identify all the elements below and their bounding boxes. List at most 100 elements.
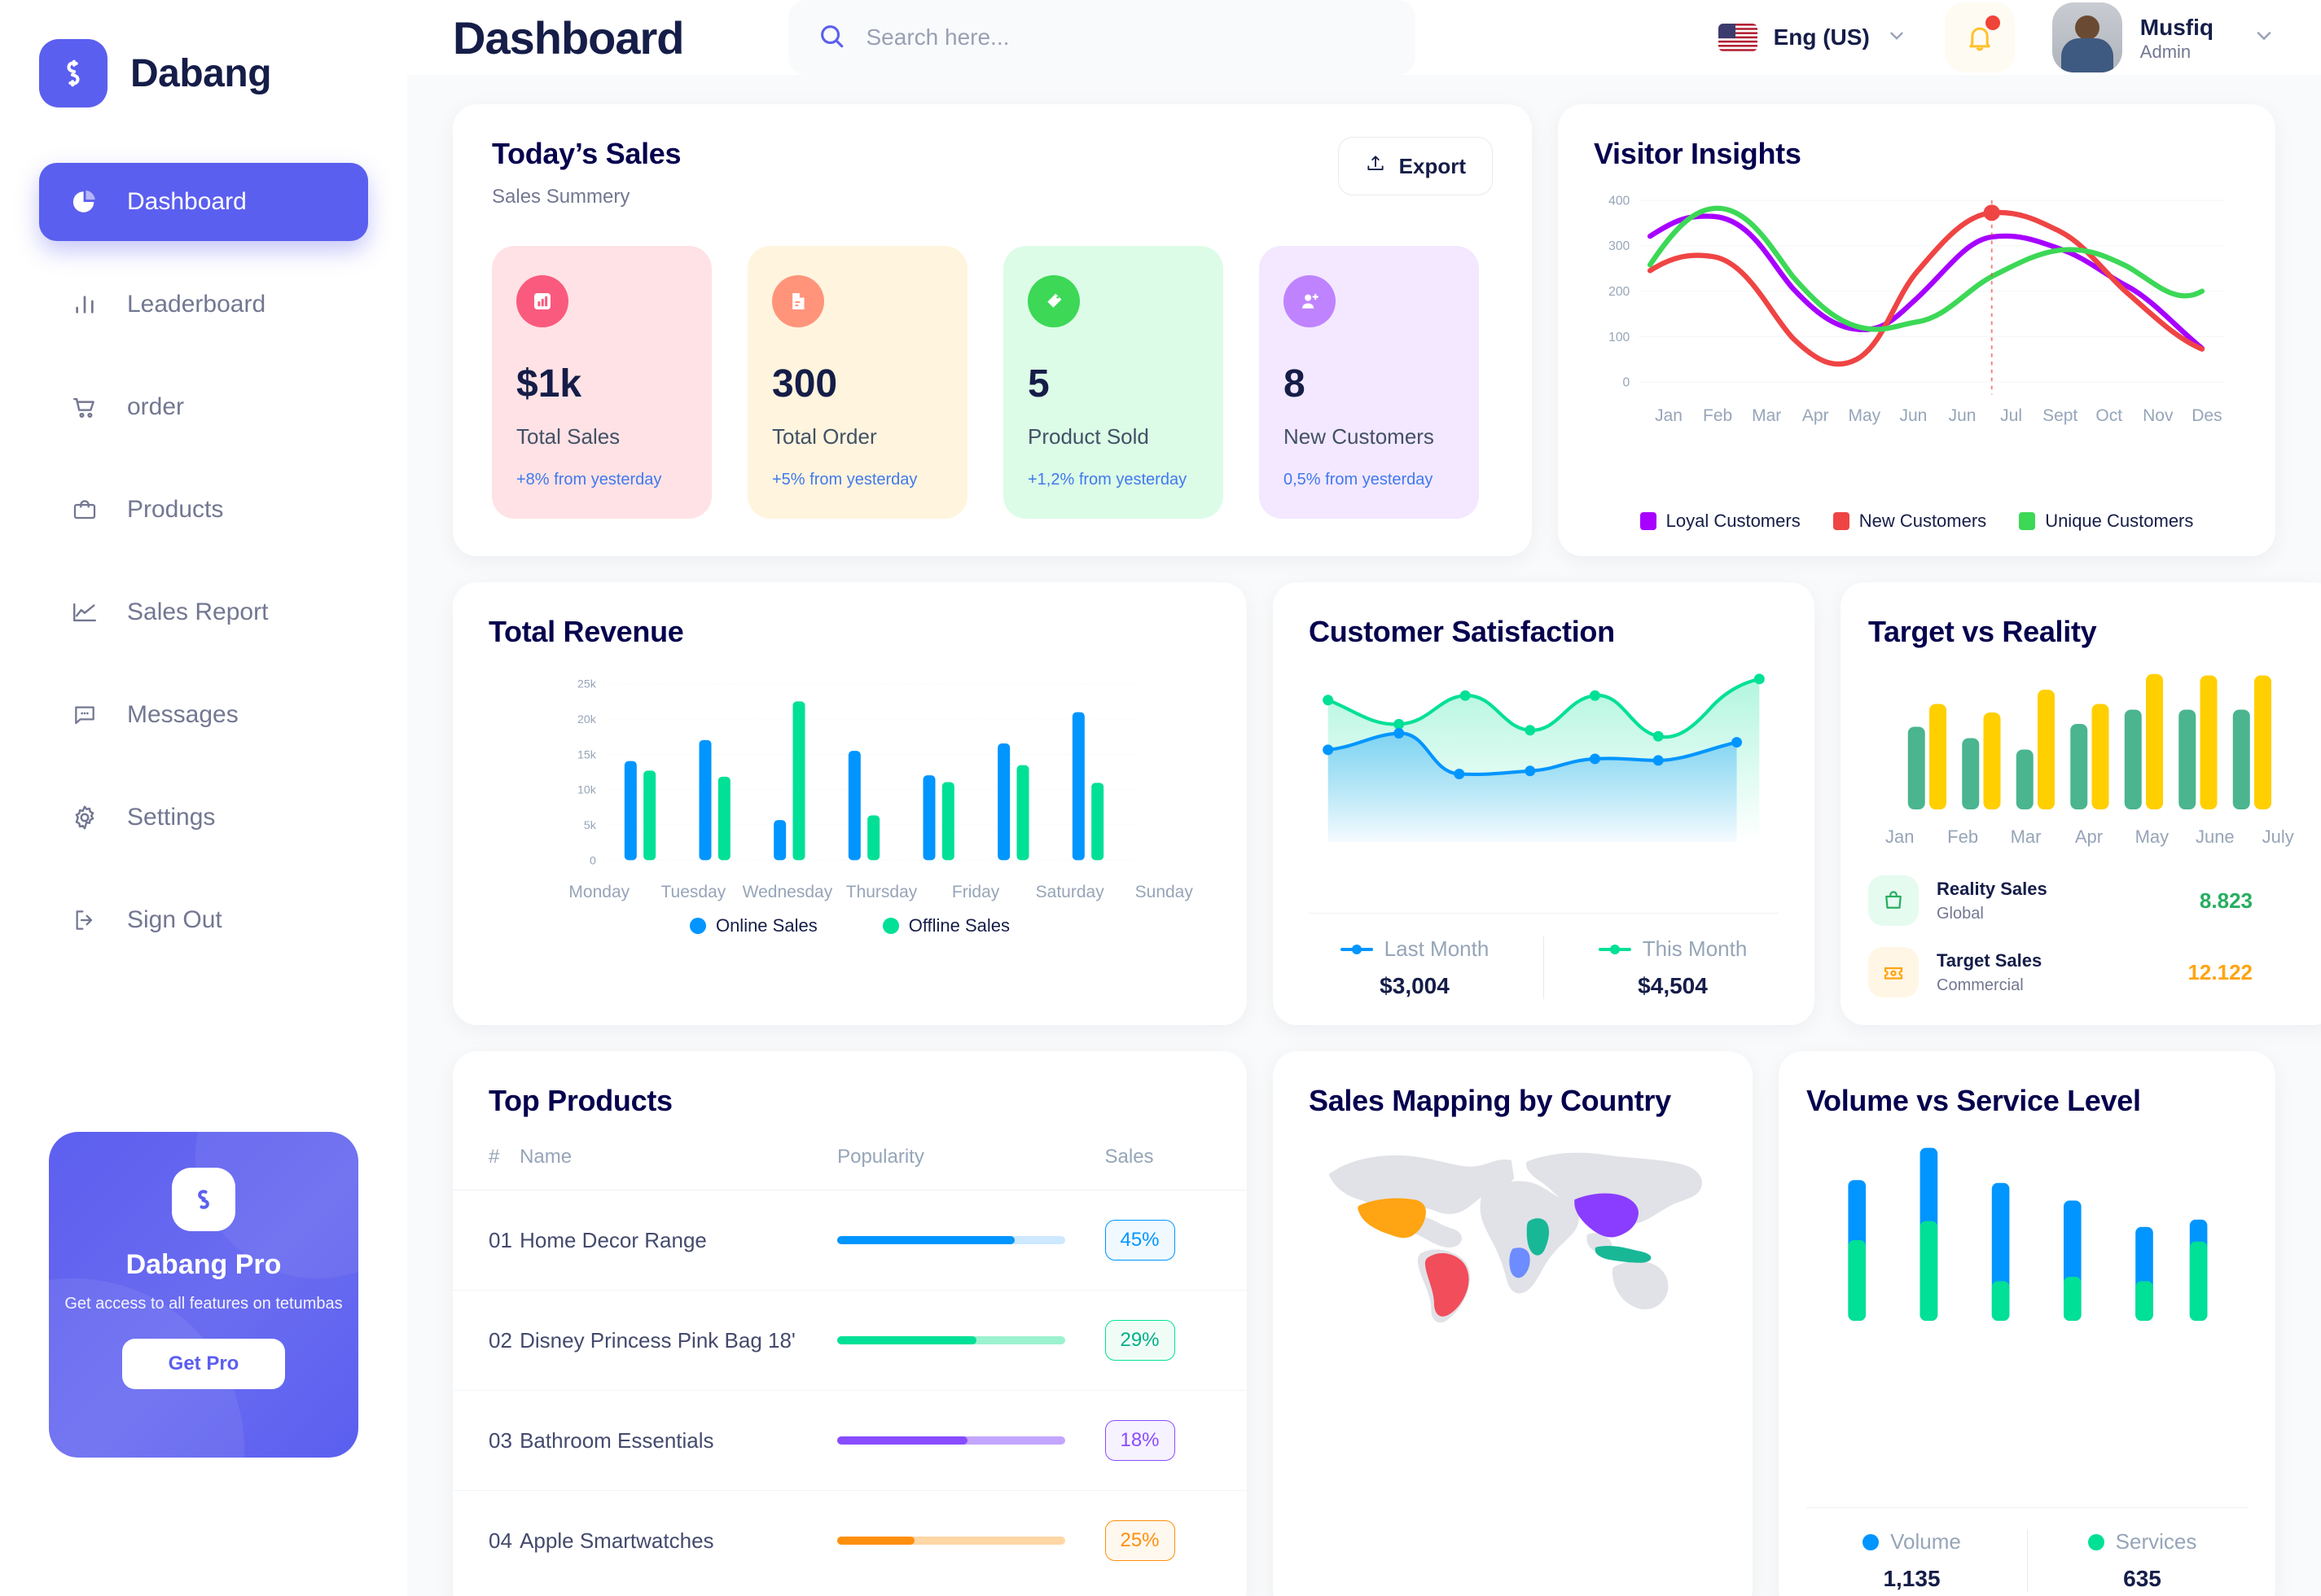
- svg-text:20k: 20k: [577, 713, 597, 726]
- stat-value: 8: [1283, 362, 1305, 406]
- volume-vs-service-footer: Volume 1,135 Services 635: [1806, 1507, 2248, 1592]
- stat-tile-total-sales[interactable]: $1k Total Sales +8% from yesterday: [492, 246, 712, 519]
- xtick: Nov: [2143, 406, 2174, 425]
- search-input[interactable]: [866, 24, 1386, 50]
- sidebar-item-dashboard[interactable]: Dashboard: [39, 163, 368, 241]
- language-selector[interactable]: Eng (US): [1718, 24, 1907, 51]
- map-region-indonesia: [1595, 1245, 1652, 1263]
- search-bar[interactable]: [788, 0, 1415, 75]
- stat-tile-new-customers[interactable]: 8 New Customers 0,5% from yesterday: [1259, 246, 1479, 519]
- xtick: Jun: [1899, 406, 1928, 425]
- nav-spacer: [39, 754, 368, 778]
- legend-note: Global: [1937, 904, 1984, 923]
- popularity-bar-fill: [837, 1236, 1016, 1244]
- legend-total: $4,504: [1638, 973, 1708, 998]
- legend-label: This Month: [1642, 936, 1748, 961]
- visitor-insights-card: Visitor Insights 400 300 200 100 0: [1558, 104, 2275, 556]
- column-header-rank: #: [453, 1146, 520, 1190]
- visitor-insights-svg: 400 300 200 100 0: [1608, 195, 2225, 395]
- avatar: [2051, 2, 2122, 72]
- svg-text:0: 0: [1623, 376, 1630, 390]
- sidebar-item-settings[interactable]: Settings: [39, 778, 368, 857]
- visitor-insights-xticks: Jan Feb Mar Apr May Jun Jun Jul Sept Oct…: [1594, 406, 2240, 426]
- brand[interactable]: Dabang: [0, 0, 407, 107]
- target-vs-reality-svg: [1907, 673, 2271, 809]
- popularity-bar-track: [837, 1336, 1066, 1344]
- legend-label: Services: [2115, 1529, 2197, 1554]
- legend-total: 635: [2123, 1566, 2161, 1591]
- sidebar-item-order[interactable]: order: [39, 368, 368, 446]
- row-2: Total Revenue 25k 20k 15k 10k 5k 0: [453, 582, 2321, 1025]
- popularity-bar-fill: [837, 1537, 915, 1545]
- sidebar-item-label: order: [127, 393, 185, 420]
- stat-label: Total Order: [772, 424, 877, 449]
- sidebar-item-sales-report[interactable]: Sales Report: [39, 573, 368, 651]
- chevron-down-icon: [1886, 25, 1907, 50]
- card-title: Target vs Reality: [1868, 615, 2097, 648]
- sidebar-item-messages[interactable]: Messages: [39, 676, 368, 754]
- sidebar-item-leaderboard[interactable]: Leaderboard: [39, 265, 368, 344]
- xtick: Tuesday: [660, 883, 726, 901]
- avatar-head: [2074, 15, 2099, 40]
- promo-subtitle: Get access to all features on tetumbas: [64, 1295, 343, 1313]
- legend-note: Commercial: [1937, 976, 2024, 994]
- xtick: Des: [2192, 406, 2222, 425]
- svg-text:0: 0: [590, 854, 596, 867]
- xtick: June: [2195, 826, 2235, 847]
- card-title: Total Revenue: [489, 615, 684, 648]
- divider: [1543, 936, 1544, 999]
- get-pro-button[interactable]: Get Pro: [122, 1339, 285, 1389]
- legend-item: Last Month: [1309, 936, 1520, 962]
- legend-label: Offline Sales: [908, 915, 1011, 936]
- export-button[interactable]: Export: [1337, 137, 1493, 195]
- card-subtitle: Sales Summery: [492, 186, 630, 208]
- nav-spacer: [39, 241, 368, 265]
- todays-sales-header: Today’s Sales Sales Summery Export: [492, 137, 1493, 208]
- sidebar-item-sign-out[interactable]: Sign Out: [39, 881, 368, 959]
- legend-swatch: [2087, 1533, 2104, 1550]
- xtick: Jul: [2000, 406, 2023, 425]
- table-header-row: # Name Popularity Sales: [453, 1146, 1247, 1190]
- legend-name: Reality Sales: [1937, 878, 2047, 899]
- user-name: Musfiq: [2139, 14, 2214, 40]
- satisfaction-last-month: Last Month $3,004: [1309, 936, 1520, 999]
- cart-icon: [68, 391, 101, 423]
- row-3: Top Products # Name Popularity Sales: [453, 1051, 2275, 1596]
- volume-vs-service-svg: [1848, 1147, 2208, 1321]
- language-label: Eng (US): [1773, 24, 1870, 50]
- popularity-bar-fill: [837, 1436, 967, 1445]
- sidebar-item-label: Sales Report: [127, 598, 269, 625]
- sidebar-item-products[interactable]: Products: [39, 471, 368, 549]
- cell-name: Apple Smartwatches: [520, 1528, 714, 1553]
- brand-name: Dabang: [130, 51, 272, 95]
- table-row[interactable]: 04 Apple Smartwatches 25%: [453, 1491, 1247, 1591]
- svg-text:25k: 25k: [577, 678, 597, 691]
- user-menu[interactable]: Musfiq Admin: [2051, 2, 2275, 72]
- customer-satisfaction-footer: Last Month $3,004 This Month $4,504: [1309, 913, 1779, 999]
- notifications-button[interactable]: [1944, 2, 2015, 72]
- table-row[interactable]: 02 Disney Princess Pink Bag 18' 29%: [453, 1290, 1247, 1391]
- table-row[interactable]: 03 Bathroom Essentials 18%: [453, 1390, 1247, 1491]
- cell-rank: 01: [453, 1190, 520, 1291]
- xtick: May: [2135, 826, 2170, 847]
- promo-title: Dabang Pro: [125, 1249, 282, 1280]
- sidebar-nav: Dashboard Leaderboard order: [0, 163, 407, 959]
- legend-item: Unique Customers: [2019, 511, 2193, 532]
- sidebar-item-label: Dashboard: [127, 188, 247, 215]
- todays-sales-titles: Today’s Sales Sales Summery: [492, 137, 682, 208]
- export-label: Export: [1398, 153, 1466, 178]
- xtick: Mar: [2010, 826, 2042, 847]
- dashboard-content: Today’s Sales Sales Summery Export: [407, 75, 2321, 1596]
- card-title: Top Products: [489, 1084, 673, 1117]
- legend-line-icon: [1340, 944, 1373, 954]
- stat-tile-product-sold[interactable]: 5 Product Sold +1,2% from yesterday: [1003, 246, 1223, 519]
- table-row[interactable]: 01 Home Decor Range 45%: [453, 1190, 1247, 1291]
- table-head: # Name Popularity Sales: [453, 1146, 1247, 1190]
- sidebar: Dabang Dashboard Leaderboard: [0, 0, 407, 1596]
- nav-spacer: [39, 344, 368, 368]
- stat-tile-total-order[interactable]: 300 Total Order +5% from yesterday: [748, 246, 967, 519]
- column-header-sales: Sales: [1104, 1146, 1247, 1190]
- stat-delta: 0,5% from yesterday: [1283, 471, 1433, 489]
- legend-value: 8.823: [2199, 888, 2253, 913]
